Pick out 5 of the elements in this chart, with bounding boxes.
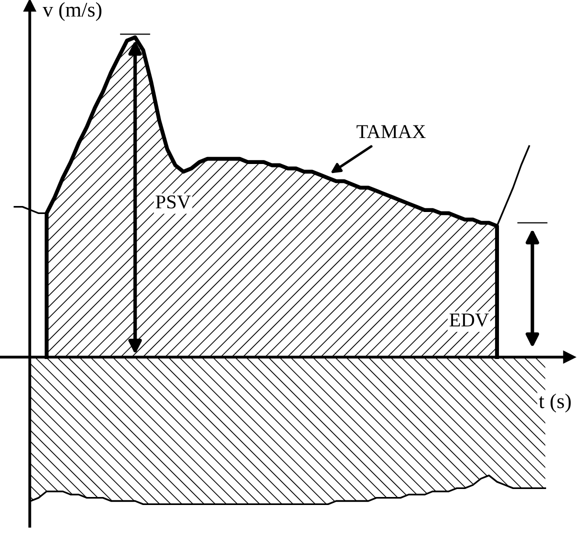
- y-axis-title: v (m/s): [42, 2, 102, 21]
- annotation: TAMAX: [356, 125, 426, 138]
- annotation: EDV: [450, 314, 489, 327]
- annotation: PSV: [156, 195, 191, 209]
- x-axis-title: t (s): [538, 394, 571, 412]
